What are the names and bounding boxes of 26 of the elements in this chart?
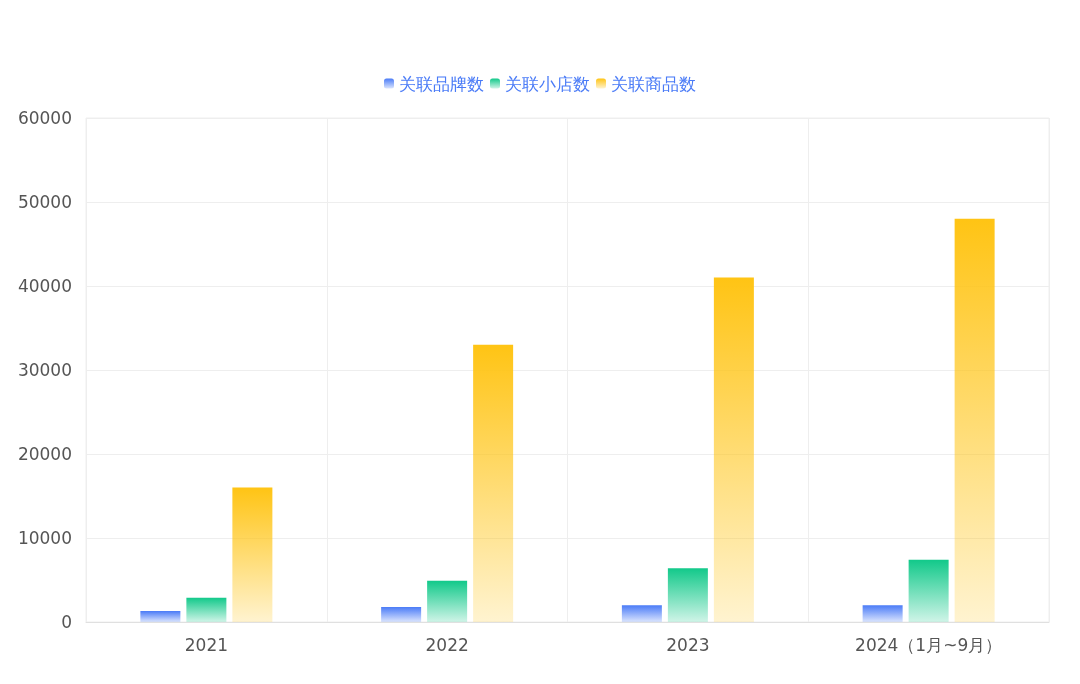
bar — [186, 597, 227, 622]
legend-label: 关联小店数 — [505, 73, 590, 94]
bar — [954, 218, 995, 622]
bar — [621, 605, 662, 622]
bar — [381, 606, 422, 622]
bar — [473, 344, 514, 622]
y-tick-label: 60000 — [17, 108, 72, 128]
bar — [427, 580, 468, 622]
bar — [667, 568, 708, 622]
y-tick-label: 10000 — [17, 528, 72, 548]
legend-label: 关联品牌数 — [399, 73, 484, 94]
x-tick-label: 2021 — [184, 634, 229, 655]
x-tick-label: 2024（1月~9月） — [855, 634, 1003, 655]
y-tick-label: 30000 — [17, 360, 72, 380]
y-tick-label: 40000 — [17, 276, 72, 296]
y-tick-label: 0 — [61, 612, 72, 632]
bar — [232, 487, 273, 622]
bar — [713, 277, 754, 622]
x-tick-label: 2023 — [666, 634, 710, 655]
bar — [862, 605, 903, 622]
legend-label: 关联商品数 — [611, 73, 696, 94]
y-tick-label: 50000 — [17, 192, 72, 212]
bar — [908, 559, 949, 622]
y-tick-label: 20000 — [17, 444, 72, 464]
bar — [140, 611, 181, 622]
x-tick-label: 2022 — [425, 634, 469, 655]
